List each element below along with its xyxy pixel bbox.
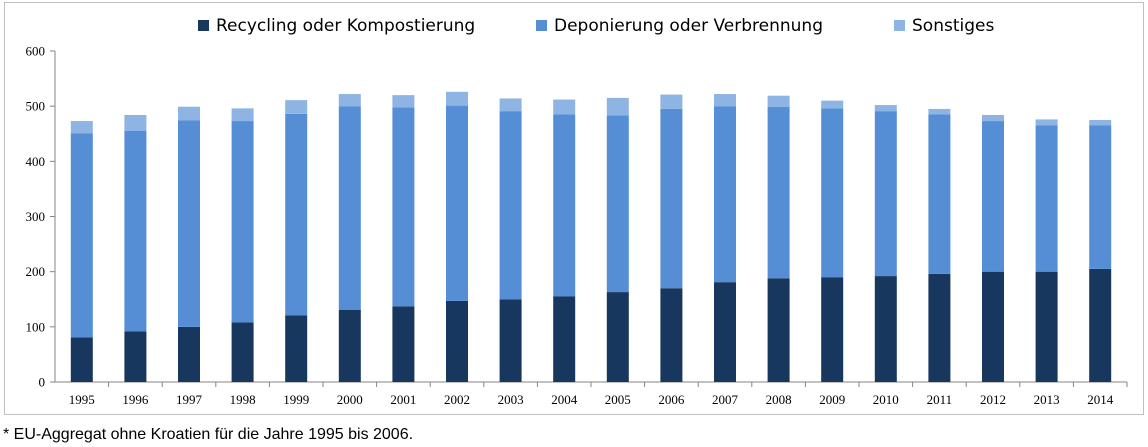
- y-tick-label: 200: [26, 264, 46, 279]
- bar-segment-recycling: [499, 299, 522, 382]
- bar-segment-deponierung: [1035, 125, 1058, 272]
- y-tick-label: 500: [26, 99, 46, 114]
- bar-segment-deponierung: [70, 133, 93, 338]
- bar-segment-deponierung: [338, 106, 361, 310]
- bar-segment-deponierung: [821, 108, 844, 278]
- x-tick-label: 2011: [927, 392, 953, 407]
- bar-segment-recycling: [660, 288, 683, 382]
- bar-segment-deponierung: [874, 111, 897, 277]
- legend-swatch: [894, 20, 905, 31]
- bar-segment-recycling: [767, 278, 790, 382]
- bar-segment-deponierung: [714, 106, 736, 283]
- y-tick-label: 100: [26, 319, 46, 334]
- bar-segment-sonstiges: [446, 91, 468, 106]
- bar-segment-recycling: [606, 292, 629, 382]
- bar-segment-deponierung: [660, 108, 683, 289]
- bar-segment-recycling: [1089, 268, 1112, 382]
- bar-segment-deponierung: [231, 121, 254, 323]
- bar-segment-deponierung: [606, 115, 629, 293]
- x-tick-label: 2012: [980, 392, 1006, 407]
- bar-segment-recycling: [124, 331, 147, 382]
- x-tick-label: 2002: [444, 392, 470, 407]
- bar-segment-sonstiges: [285, 100, 308, 114]
- bar-segment-sonstiges: [70, 121, 93, 134]
- bar-segment-sonstiges: [821, 100, 844, 109]
- chart-frame: 0 100 200 300 400 500 600 1995 1996 1997 1998 1999 2…: [4, 2, 1144, 415]
- bar-segment-deponierung: [499, 111, 522, 300]
- bar-segment-deponierung: [1089, 125, 1112, 269]
- x-tick-label: 2007: [712, 392, 739, 407]
- bar-segment-deponierung: [285, 113, 308, 316]
- bar-segment-deponierung: [982, 121, 1004, 272]
- bar-segment-recycling: [1035, 271, 1058, 382]
- bar-segment-sonstiges: [982, 114, 1004, 122]
- bar-segment-recycling: [231, 322, 254, 382]
- legend-swatch: [536, 20, 547, 31]
- x-tick-label: 1998: [230, 392, 256, 407]
- x-tick-label: 2004: [551, 392, 578, 407]
- bar-segment-deponierung: [553, 114, 576, 297]
- bar-segment-sonstiges: [124, 114, 147, 131]
- bar-segment-deponierung: [124, 130, 147, 332]
- bar-segment-deponierung: [392, 107, 415, 307]
- x-tick-label: 2001: [390, 392, 416, 407]
- x-tick-label: 2005: [605, 392, 631, 407]
- bar-segment-recycling: [821, 277, 844, 382]
- bar-segment-sonstiges: [1089, 119, 1112, 126]
- stacked-bar-chart: 0 100 200 300 400 500 600 1995 1996 1997 1998 1999 2…: [26, 16, 1128, 407]
- legend-label: Deponierung oder Verbrennung: [554, 16, 823, 36]
- bar-segment-recycling: [70, 337, 93, 382]
- x-tick-label: 1995: [69, 392, 95, 407]
- bar-segment-recycling: [982, 271, 1004, 382]
- bar-segment-recycling: [338, 309, 361, 382]
- footnote: * EU-Aggregat ohne Kroatien für die Jahr…: [3, 426, 414, 443]
- bar-segment-sonstiges: [1035, 119, 1058, 126]
- bar-segment-sonstiges: [606, 97, 629, 116]
- x-tick-label: 2010: [873, 392, 899, 407]
- bar-segment-deponierung: [928, 114, 951, 274]
- legend-item: Recycling oder Kompostierung: [198, 16, 475, 36]
- bar-segment-sonstiges: [767, 95, 790, 107]
- bar-segment-recycling: [928, 273, 951, 382]
- x-tick-label: 2008: [766, 392, 792, 407]
- y-tick-label: 600: [26, 44, 46, 59]
- bar-segment-recycling: [446, 300, 468, 382]
- bar-segment-sonstiges: [928, 108, 951, 115]
- bar-segment-sonstiges: [660, 94, 683, 109]
- bar-segment-deponierung: [178, 120, 200, 327]
- legend-item: Sonstiges: [894, 16, 994, 36]
- x-tick-label: 2013: [1034, 392, 1060, 407]
- bar-segment-recycling: [285, 315, 308, 382]
- x-tick-label: 2009: [819, 392, 845, 407]
- bar-segment-sonstiges: [499, 98, 522, 112]
- legend-item: Deponierung oder Verbrennung: [536, 16, 823, 36]
- legend-swatch: [198, 20, 209, 31]
- bar-segment-recycling: [392, 306, 415, 382]
- bar-segment-sonstiges: [178, 106, 200, 121]
- bar-segment-deponierung: [767, 106, 790, 279]
- bar-segment-sonstiges: [392, 95, 415, 108]
- bar-segment-recycling: [553, 296, 576, 382]
- bar-segment-sonstiges: [874, 105, 897, 112]
- bar-segment-sonstiges: [338, 94, 361, 107]
- bar-segment-sonstiges: [714, 94, 736, 107]
- bar-segment-sonstiges: [231, 108, 254, 122]
- x-tick-label: 1997: [176, 392, 203, 407]
- x-tick-label: 2014: [1087, 392, 1114, 407]
- x-tick-label: 1999: [283, 392, 309, 407]
- x-tick-label: 2003: [498, 392, 524, 407]
- bar-segment-recycling: [874, 276, 897, 382]
- y-tick-label: 400: [26, 154, 46, 169]
- legend-label: Recycling oder Kompostierung: [216, 16, 475, 36]
- bar-segment-sonstiges: [553, 99, 576, 115]
- x-tick-label: 2006: [658, 392, 685, 407]
- y-tick-label: 300: [26, 209, 46, 224]
- bar-segment-deponierung: [446, 105, 468, 301]
- y-tick-label: 0: [39, 375, 46, 390]
- legend-label: Sonstiges: [912, 16, 994, 36]
- x-tick-label: 2000: [337, 392, 363, 407]
- bar-segment-recycling: [714, 282, 736, 382]
- x-tick-label: 1996: [122, 392, 149, 407]
- bar-segment-recycling: [178, 326, 200, 382]
